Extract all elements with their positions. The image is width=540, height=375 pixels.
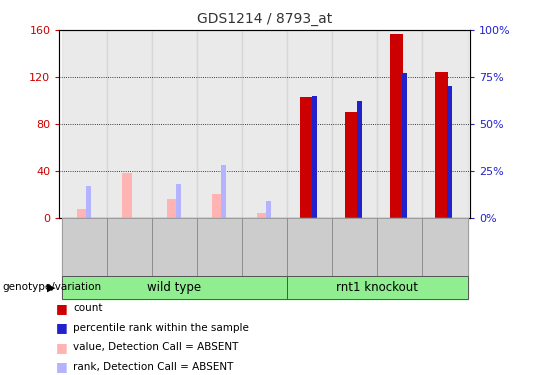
Text: ■: ■ bbox=[56, 360, 68, 373]
Bar bbox=[332, 30, 377, 217]
Text: ▶: ▶ bbox=[46, 282, 55, 292]
Bar bbox=[266, 201, 272, 217]
Text: value, Detection Call = ABSENT: value, Detection Call = ABSENT bbox=[73, 342, 238, 352]
Bar bbox=[152, 30, 197, 217]
Bar bbox=[77, 209, 86, 218]
Bar bbox=[356, 101, 362, 217]
Text: ■: ■ bbox=[56, 302, 68, 315]
Bar bbox=[312, 96, 317, 218]
Bar bbox=[257, 213, 267, 217]
Bar bbox=[122, 173, 132, 217]
Bar bbox=[242, 30, 287, 217]
Bar bbox=[167, 199, 177, 217]
Text: percentile rank within the sample: percentile rank within the sample bbox=[73, 323, 249, 333]
Bar bbox=[377, 30, 422, 217]
Bar bbox=[212, 194, 222, 217]
Text: ■: ■ bbox=[56, 341, 68, 354]
Bar bbox=[107, 30, 152, 217]
Text: rnt1 knockout: rnt1 knockout bbox=[336, 281, 418, 294]
Bar bbox=[422, 30, 468, 217]
Bar bbox=[435, 72, 448, 217]
Title: GDS1214 / 8793_at: GDS1214 / 8793_at bbox=[197, 12, 332, 26]
Bar bbox=[85, 186, 91, 218]
Bar bbox=[447, 86, 452, 218]
Bar bbox=[221, 165, 226, 218]
Text: genotype/variation: genotype/variation bbox=[3, 282, 102, 292]
Bar bbox=[300, 97, 313, 218]
Bar bbox=[402, 73, 407, 217]
Text: rank, Detection Call = ABSENT: rank, Detection Call = ABSENT bbox=[73, 362, 233, 372]
Bar bbox=[287, 30, 332, 217]
Text: count: count bbox=[73, 303, 103, 313]
Bar bbox=[176, 184, 181, 218]
Bar bbox=[390, 33, 403, 218]
Bar bbox=[197, 30, 242, 217]
Bar bbox=[345, 112, 357, 218]
Text: ■: ■ bbox=[56, 321, 68, 334]
Bar bbox=[62, 30, 107, 217]
Text: wild type: wild type bbox=[147, 281, 201, 294]
